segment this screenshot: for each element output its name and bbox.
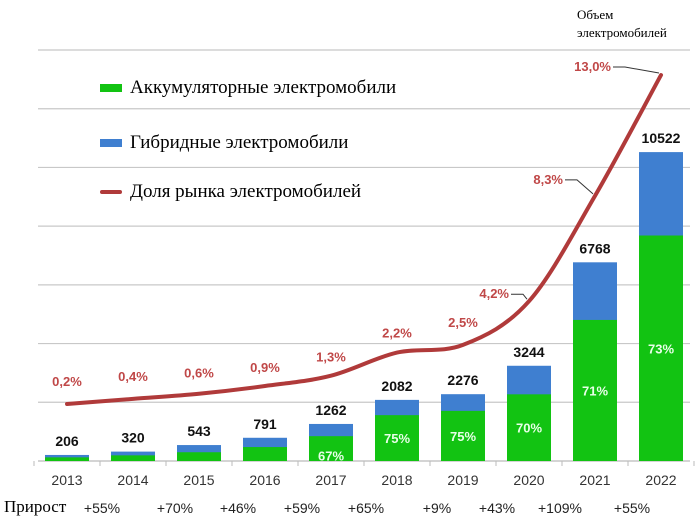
x-tick-label: 2022: [645, 472, 676, 488]
share-label: 2,2%: [382, 326, 412, 341]
x-tick-label: 2018: [381, 472, 412, 488]
growth-value: +46%: [220, 500, 256, 516]
total-label: 791: [253, 416, 277, 432]
legend-swatch-green: [100, 84, 122, 92]
total-label: 206: [55, 433, 79, 449]
x-tick-label: 2017: [315, 472, 346, 488]
total-label: 320: [121, 430, 145, 446]
share-label: 2,5%: [448, 315, 478, 330]
x-tick-label: 2015: [183, 472, 214, 488]
bev-share-label: 73%: [648, 341, 674, 356]
legend-label: Гибридные электромобили: [130, 132, 349, 153]
growth-value: +43%: [479, 500, 515, 516]
bev-share-label: 70%: [516, 421, 542, 436]
bar-bev: [441, 410, 485, 461]
bar-bev: [375, 415, 419, 461]
bar-bev: [111, 455, 155, 461]
share-leader-line: [511, 293, 528, 300]
bev-share-label: 67%: [318, 449, 344, 464]
legend-item-bev: Аккумуляторные электромобили: [100, 77, 396, 99]
total-label: 543: [187, 423, 211, 439]
legend-item-share: Доля рынка электромобилей: [100, 181, 361, 203]
legend-label: Доля рынка электромобилей: [130, 181, 362, 202]
share-line: [65, 73, 663, 406]
growth-value: +109%: [538, 500, 582, 516]
x-tick-label: 2016: [249, 472, 280, 488]
bar-bev: [507, 394, 551, 461]
share-label: 13,0%: [574, 59, 611, 74]
share-label: 1,3%: [316, 350, 346, 365]
share-label: 0,2%: [52, 374, 82, 389]
total-label: 3244: [513, 344, 544, 360]
corner-label: Объем электромобилей: [577, 6, 667, 42]
x-tick-label: 2013: [51, 472, 82, 488]
share-label: 0,9%: [250, 360, 280, 375]
share-label: 4,2%: [479, 286, 509, 301]
corner-label-line-2: электромобилей: [577, 25, 667, 40]
bar-bev: [45, 457, 89, 461]
total-label: 2082: [381, 378, 412, 394]
corner-label-line-1: Объем: [577, 7, 614, 22]
legend-swatch-line: [100, 190, 122, 194]
share-label: 0,6%: [184, 366, 214, 381]
x-tick-label: 2014: [117, 472, 148, 488]
total-label: 1262: [315, 402, 346, 418]
bev-share-label: 75%: [450, 429, 476, 444]
bev-share-label: 71%: [582, 383, 608, 398]
bar-bev: [177, 452, 221, 461]
legend-swatch-blue: [100, 139, 122, 147]
bar-bev: [573, 319, 617, 461]
legend-label: Аккумуляторные электромобили: [130, 77, 397, 98]
share-label: 0,4%: [118, 369, 148, 384]
bar-bev: [639, 235, 683, 461]
growth-value: +70%: [157, 500, 193, 516]
growth-value: +55%: [614, 500, 650, 516]
growth-value: +9%: [423, 500, 451, 516]
total-label: 2276: [447, 372, 478, 388]
growth-title: Прирост: [4, 497, 67, 516]
bar-bev: [243, 447, 287, 461]
x-tick-label: 2019: [447, 472, 478, 488]
x-tick-label: 2021: [579, 472, 610, 488]
bev-share-label: 75%: [384, 431, 410, 446]
legend-item-hybrid: Гибридные электромобили: [100, 132, 348, 154]
share-label: 8,3%: [533, 172, 563, 187]
total-label: 10522: [642, 130, 681, 146]
share-leader-line: [613, 66, 660, 74]
bar-bev: [309, 436, 353, 461]
growth-value: +55%: [84, 500, 120, 516]
growth-value: +59%: [284, 500, 320, 516]
growth-value: +65%: [348, 500, 384, 516]
total-label: 6768: [579, 240, 610, 256]
share-leader-line: [565, 179, 594, 195]
x-tick-label: 2020: [513, 472, 544, 488]
